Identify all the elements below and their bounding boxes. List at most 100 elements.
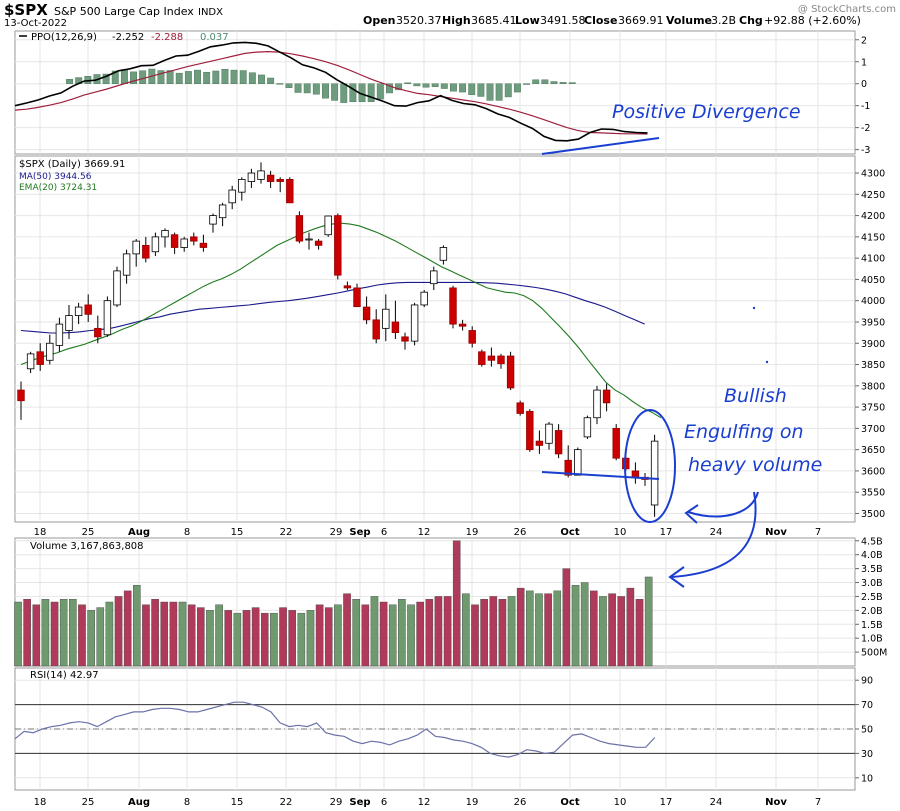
candle-body-61 [602,389,611,404]
stray-dot-1 [752,306,756,310]
volume-bar-39 [370,596,379,667]
rsi-ytick-label-0: 10 [861,773,873,784]
rsi-ytick-label-1: 30 [861,749,873,760]
rsi-line [14,701,656,758]
ppo-line [14,41,648,142]
volume-bar-42 [398,599,406,667]
volume-bar-30 [288,610,297,667]
ma50-line [20,281,645,334]
ppo-hist-bar-54 [559,82,567,84]
candle-body-42 [420,291,428,306]
price-ytick-label-10: 4000 [861,296,885,307]
ppo-hist-bar-33 [367,83,375,102]
x-tick-label-bottom-11: 26 [514,797,527,808]
rsi-ytick-label-3: 70 [861,700,873,711]
volume-bar-67 [626,587,635,667]
rsi-legend: RSI(14) 42.97 [30,670,99,681]
candle-body-39 [391,321,400,334]
low-value: 3491.58 [540,14,586,27]
volume-bar-0 [14,601,22,667]
volume-bar-40 [379,601,388,667]
ppo-ytick-label-5: -3 [861,145,870,156]
volume-bar-54 [507,596,516,667]
candle-body-1 [26,353,35,370]
candle-body-27 [276,179,284,182]
x-tick-label-bottom-12: Oct [560,797,579,808]
close-label: Close [584,14,617,27]
volume-bar-53 [498,599,507,667]
arrow-to-volume [671,491,757,578]
volume-bar-21 [206,610,214,667]
candle-body-25 [257,170,265,180]
ppo-hist-bar-6 [120,69,128,84]
volume-bar-18 [178,601,187,667]
rsi-ytick-label-2: 50 [861,725,873,736]
ppo-hist-bar-20 [248,72,256,84]
ma50-legend: MA(50) 3944.56 [19,172,92,182]
engulfing-circle [624,409,676,523]
volume-bar-59 [553,590,562,667]
open-label: Open [363,14,396,27]
volume-bar-62 [580,582,589,667]
ppo-hist-bar-42 [449,83,457,92]
volume-ytick-label-4: 2.5B [861,592,883,603]
ppo-panel [14,30,856,155]
ppo-ytick-label-1: 1 [861,57,867,68]
candle-body-57 [564,459,572,476]
candle-body-6 [74,306,83,316]
ppo-hist-bar-17 [221,68,229,84]
symbol-title: $SPX [4,1,48,19]
candle-body-56 [554,430,563,455]
candle-body-19 [199,242,208,248]
ppo-hist-bar-4 [102,73,110,84]
ppo-hist-bar-28 [322,83,329,99]
ppo-hist-bar-23 [276,83,284,85]
price-ytick-label-9: 3950 [861,317,885,328]
volume-bar-64 [599,596,607,667]
candle-body-45 [449,287,457,325]
volume-bar-51 [480,599,488,667]
ppo-legend-label: PPO(12,26,9) [31,32,97,43]
volume-bar-22 [215,604,223,667]
candle-body-14 [151,236,160,253]
x-tick-label-bottom-0: 18 [34,797,47,808]
volume-bar-29 [279,607,287,667]
volume-bar-20 [196,607,205,667]
volume-bar-7 [78,604,86,667]
ppo-hist-bar-36 [395,83,403,91]
volume-bar-27 [260,612,269,667]
ppo-hist-bar-22 [267,77,275,84]
volume-bar-45 [425,599,434,667]
ppo-hist-bar-26 [303,83,311,94]
volume-bar-31 [297,612,306,667]
candle-body-3 [46,342,54,361]
ppo-hist-bar-12 [175,72,183,84]
chg-value: +92.88 (+2.60%) [764,14,861,27]
volume-bar-33 [315,604,324,667]
high-value: 3685.41 [471,14,517,27]
candle-body-31 [314,240,323,246]
volume-bar-68 [635,599,644,667]
volume-ytick-label-2: 1.5B [861,620,883,631]
volume-bar-6 [69,599,77,667]
ppo-hist-bar-40 [431,83,439,88]
volume-bar-41 [388,604,397,667]
x-tick-label-top-11: 26 [514,527,527,538]
volume-legend: Volume 3,167,863,808 [30,541,144,552]
volume-ytick-label-6: 3.5B [861,564,883,575]
ppo-hist-bar-25 [294,83,302,93]
x-tick-label-bottom-8: 6 [381,797,387,808]
exchange-label: INDX [198,7,223,18]
price-ytick-label-4: 3700 [861,424,885,435]
x-tick-label-bottom-17: 7 [815,797,821,808]
candle-body-37 [372,319,380,340]
volume-bar-69 [644,576,653,667]
candle-body-59 [583,417,592,438]
candle-body-52 [516,402,524,414]
ppo-hist-bar-51 [532,79,540,84]
volume-bar-49 [462,593,470,667]
ppo-ytick-label-4: -2 [861,123,870,134]
ppo-hist-bar-38 [413,83,421,87]
candle-body-10 [113,270,121,306]
